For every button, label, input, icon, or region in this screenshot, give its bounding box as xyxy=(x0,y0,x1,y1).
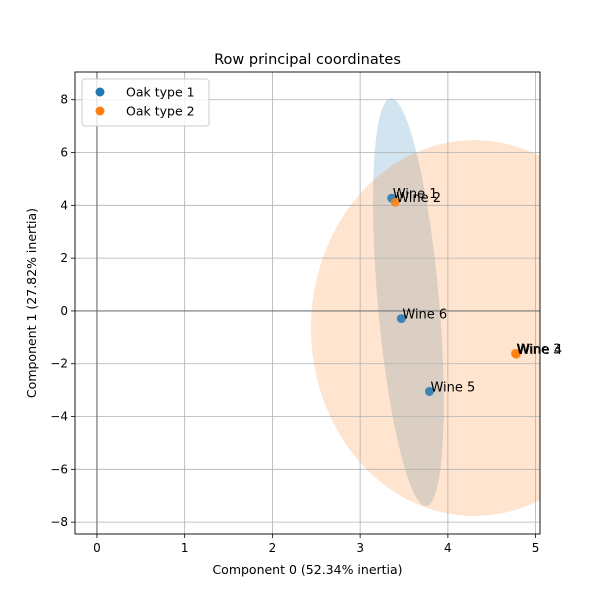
y-tick-label: −4 xyxy=(50,410,68,424)
legend-marker-series-1 xyxy=(95,87,105,97)
point-layer xyxy=(387,193,521,396)
point-label-wine-1: Wine 1 xyxy=(393,187,438,202)
y-tick-label: 0 xyxy=(60,304,68,318)
grid-layer xyxy=(75,72,540,534)
legend-box xyxy=(81,78,210,127)
ellipse-layer xyxy=(311,98,540,516)
y-axis-label: Component 1 (27.82% inertia) xyxy=(24,208,39,398)
y-tick-label: 2 xyxy=(60,251,68,265)
legend-label-series-2: Oak type 2 xyxy=(126,104,195,119)
point-wine-2 xyxy=(390,197,400,207)
tick-layer: 0 1 2 3 4 5 −8 −6 −4 −2 0 2 4 6 8 xyxy=(50,93,539,555)
y-tick-label: 6 xyxy=(60,146,68,160)
y-tick-label: −8 xyxy=(50,515,68,529)
point-label-wine-5: Wine 5 xyxy=(430,380,475,395)
x-axis-label: Component 0 (52.34% inertia) xyxy=(212,562,402,577)
x-tick-label: 0 xyxy=(93,541,101,555)
point-wine-4 xyxy=(511,349,521,359)
y-tick-label: −2 xyxy=(50,357,68,371)
legend: Oak type 1 Oak type 2 xyxy=(81,78,210,127)
legend-marker-series-2 xyxy=(95,106,105,116)
y-tick-label: 8 xyxy=(60,93,68,107)
point-label-wine-6: Wine 6 xyxy=(402,308,447,323)
x-tick-label: 2 xyxy=(269,541,277,555)
x-tick-label: 4 xyxy=(444,541,452,555)
x-tick-label: 3 xyxy=(356,541,364,555)
x-tick-label: 5 xyxy=(532,541,540,555)
point-label-wine-3: Wine 3 xyxy=(516,342,561,357)
legend-label-series-1: Oak type 1 xyxy=(126,85,195,100)
y-tick-label: −6 xyxy=(50,462,68,476)
y-tick-label: 4 xyxy=(60,198,68,212)
ellipse-series-2 xyxy=(311,140,540,516)
point-wine-5 xyxy=(424,386,434,396)
point-label-wine-2: Wine 2 xyxy=(396,191,441,206)
chart-title: Row principal coordinates xyxy=(214,52,401,68)
point-wine-6 xyxy=(396,314,406,324)
plot-frame xyxy=(74,71,541,535)
x-tick-label: 1 xyxy=(181,541,189,555)
